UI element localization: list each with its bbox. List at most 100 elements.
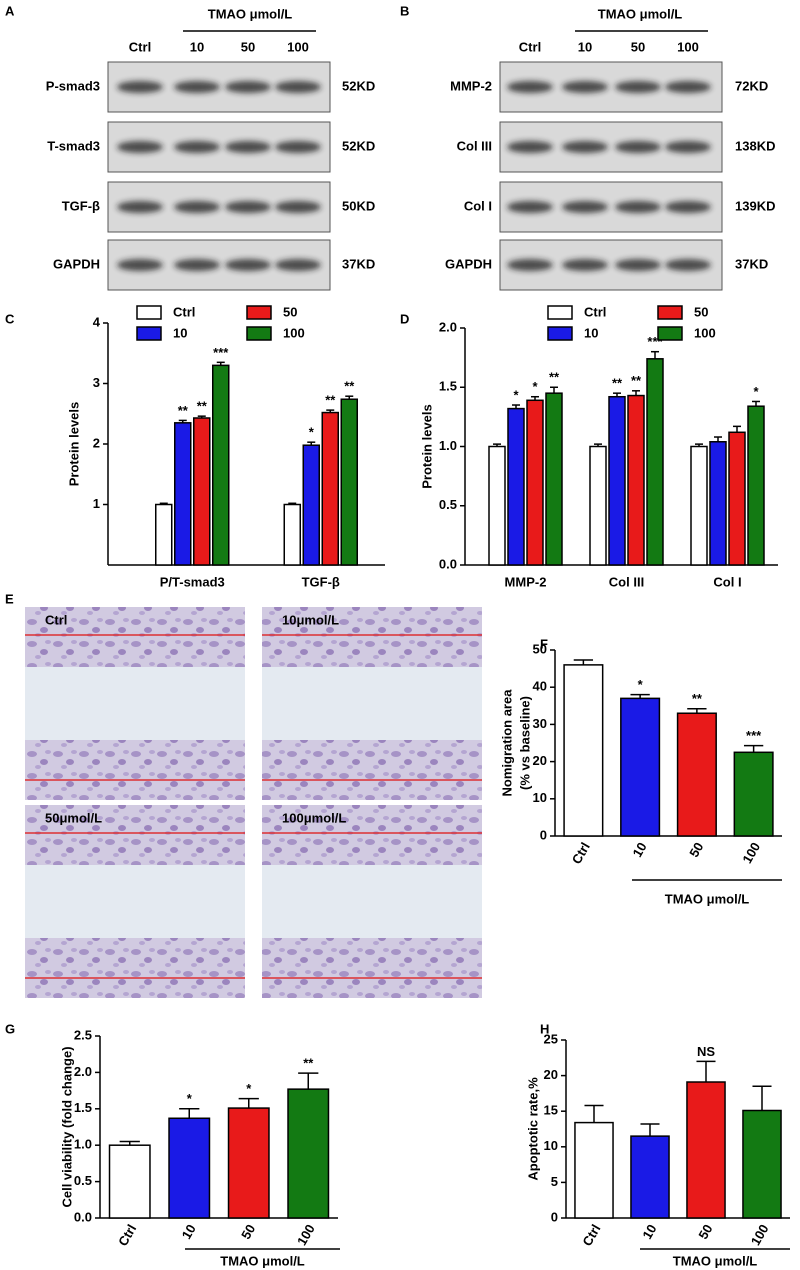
blot-band <box>562 201 608 213</box>
bar <box>620 697 661 837</box>
blot-row-label: GAPDH <box>53 256 100 271</box>
y-tick-label: 20 <box>544 1067 558 1082</box>
blot-size: 37KD <box>735 256 768 271</box>
cell-layer <box>25 938 245 998</box>
legend-swatch <box>246 305 272 320</box>
blot-row-label: GAPDH <box>445 256 492 271</box>
y-tick-label: 40 <box>533 679 547 694</box>
blot-size: 52KD <box>342 78 375 93</box>
blot-band <box>275 259 321 271</box>
significance-label: * <box>513 387 519 402</box>
y-tick-label: 50 <box>533 641 547 656</box>
x-axis-label: TMAO μmol/L <box>673 1253 758 1268</box>
blot-size: 138KD <box>735 138 775 153</box>
blot-band <box>174 81 220 93</box>
blot-band <box>117 81 163 93</box>
y-tick-label: 1.0 <box>74 1137 92 1152</box>
blot-header: TMAO μmol/L <box>598 6 683 21</box>
bar <box>742 1109 782 1219</box>
micrograph-label: 100μmol/L <box>282 810 346 825</box>
significance-label: ** <box>325 393 336 408</box>
blot-row-label: P-smad3 <box>46 78 100 93</box>
lane-label: Ctrl <box>129 39 151 54</box>
bar <box>686 1081 726 1219</box>
cell-layer <box>25 805 245 865</box>
y-tick-label: 5 <box>551 1174 558 1189</box>
blot-header: TMAO μmol/L <box>208 6 293 21</box>
legend-label: 50 <box>694 304 708 319</box>
significance-label: ** <box>303 1056 314 1071</box>
bar <box>563 664 604 837</box>
significance-label: *** <box>213 345 229 360</box>
significance-label: ** <box>549 370 560 385</box>
x-tick-label: Ctrl <box>569 840 593 867</box>
panel-letter: E <box>5 591 14 606</box>
blot-size: 37KD <box>342 256 375 271</box>
blot-band <box>507 141 553 153</box>
y-tick-label: 0 <box>540 827 547 842</box>
legend-label: 10 <box>173 325 187 340</box>
cell-layer <box>262 740 482 800</box>
y-tick-label: 2.0 <box>439 319 457 334</box>
x-tick-label: 50 <box>686 840 706 860</box>
blot-band <box>174 141 220 153</box>
x-axis-label: TMAO μmol/L <box>665 891 750 906</box>
blot-band <box>665 81 711 93</box>
y-tick-label: 0.5 <box>74 1173 92 1188</box>
y-tick-label: 30 <box>533 716 547 731</box>
cell-layer <box>25 740 245 800</box>
x-axis-label: TMAO μmol/L <box>220 1253 305 1268</box>
legend-label: 10 <box>584 325 598 340</box>
blot-row-label: TGF-β <box>62 198 100 213</box>
significance-label: * <box>309 425 315 440</box>
y-tick-label: 1.5 <box>74 1100 92 1115</box>
blot-band <box>117 259 163 271</box>
significance-label: ** <box>631 373 642 388</box>
blot-band <box>615 141 661 153</box>
significance-label: ** <box>692 691 703 706</box>
blot-size: 72KD <box>735 78 768 93</box>
lane-label: Ctrl <box>519 39 541 54</box>
bar <box>488 445 506 566</box>
panel-letter: G <box>5 1021 15 1036</box>
y-tick-label: 1.5 <box>439 379 457 394</box>
lane-label: 100 <box>287 39 309 54</box>
x-tick-label: Col III <box>609 574 644 589</box>
y-tick-label: 0 <box>551 1209 558 1224</box>
x-tick-label: Ctrl <box>579 1222 603 1249</box>
blot-band <box>615 81 661 93</box>
x-tick-label: P/T-smad3 <box>160 574 225 589</box>
blot-band <box>665 141 711 153</box>
y-axis-label: (% vs baseline) <box>517 696 532 790</box>
lane-label: 10 <box>190 39 204 54</box>
significance-label: * <box>638 677 644 692</box>
x-tick-label: 10 <box>179 1222 199 1242</box>
y-axis-label: Protein levels <box>66 402 81 487</box>
panel-letter: A <box>5 3 15 18</box>
y-tick-label: 20 <box>533 753 547 768</box>
bar <box>627 394 645 566</box>
bar <box>340 398 358 566</box>
blot-row-label: T-smad3 <box>47 138 100 153</box>
panel-letter: B <box>400 3 409 18</box>
blot-row-label: Col III <box>457 138 492 153</box>
bar <box>168 1117 211 1219</box>
panel-letter: F <box>540 636 548 651</box>
bar <box>212 364 230 566</box>
cell-layer <box>262 607 482 667</box>
blot-band <box>615 201 661 213</box>
panel-letter: C <box>5 311 15 326</box>
blot-row-label: Col I <box>464 198 492 213</box>
bar <box>227 1107 270 1219</box>
bar <box>676 712 717 837</box>
blot-band <box>174 201 220 213</box>
x-tick-label: TGF-β <box>302 574 340 589</box>
significance-label: NS <box>697 1044 715 1059</box>
x-tick-label: Col I <box>713 574 741 589</box>
bar <box>574 1121 614 1219</box>
blot-band <box>225 141 271 153</box>
legend-swatch <box>136 326 162 341</box>
y-tick-label: 10 <box>533 790 547 805</box>
y-tick-label: 3 <box>93 375 100 390</box>
bar <box>193 417 211 566</box>
